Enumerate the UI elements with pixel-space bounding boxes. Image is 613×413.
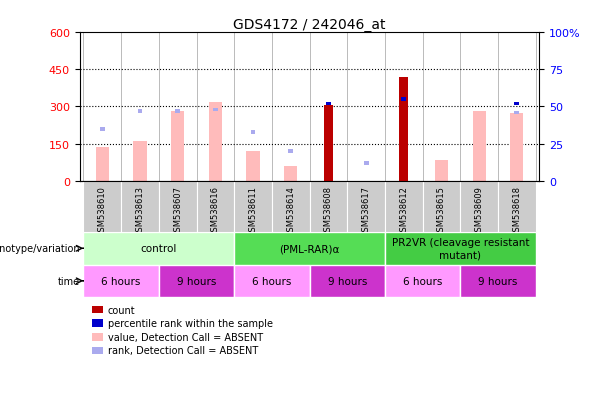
Bar [96,148,109,181]
Bar [83,233,234,265]
Text: control: control [140,244,177,254]
Bar [460,265,536,297]
Bar [159,265,234,297]
Bar [234,265,310,297]
Text: GSM538618: GSM538618 [512,185,521,236]
Bar [159,181,197,233]
Text: (PML-RAR)α: (PML-RAR)α [280,244,340,254]
Bar [213,109,218,112]
Bar [324,106,333,181]
Bar [251,131,256,134]
Bar [100,128,105,131]
Bar [284,166,297,181]
Bar [435,160,448,181]
Bar [234,181,272,233]
Bar [364,162,368,165]
Text: value, Detection Call = ABSENT: value, Detection Call = ABSENT [108,332,263,342]
Bar [209,102,222,181]
Text: PR2VR (cleavage resistant
mutant): PR2VR (cleavage resistant mutant) [392,238,529,259]
Text: GSM538613: GSM538613 [135,185,145,236]
Bar [121,181,159,233]
Title: GDS4172 / 242046_at: GDS4172 / 242046_at [234,18,386,32]
Text: GSM538607: GSM538607 [173,185,182,236]
Bar [385,265,460,297]
Bar [272,181,310,233]
Text: GSM538609: GSM538609 [474,185,484,236]
Bar [422,181,460,233]
Text: GSM538617: GSM538617 [362,185,371,236]
Bar [514,112,519,115]
Bar [83,181,121,233]
Text: GSM538614: GSM538614 [286,185,295,236]
Bar [310,181,347,233]
Bar [197,181,234,233]
Bar [399,78,408,181]
Text: GSM538612: GSM538612 [399,185,408,236]
Bar [83,265,159,297]
Bar [385,181,422,233]
Text: GSM538610: GSM538610 [98,185,107,236]
Text: percentile rank within the sample: percentile rank within the sample [108,318,273,328]
Text: 6 hours: 6 hours [252,276,292,286]
Text: rank, Detection Call = ABSENT: rank, Detection Call = ABSENT [108,346,258,356]
Bar [402,98,406,102]
Bar [234,233,385,265]
Text: GSM538616: GSM538616 [211,185,220,236]
Text: 9 hours: 9 hours [478,276,517,286]
Bar [326,102,331,106]
Text: 6 hours: 6 hours [102,276,141,286]
Bar [473,112,485,181]
Bar [134,142,147,181]
Text: GSM538611: GSM538611 [248,185,257,236]
Bar [460,181,498,233]
Bar [171,112,185,181]
Text: count: count [108,305,135,315]
Bar [175,110,180,114]
Bar [510,114,524,181]
Text: 6 hours: 6 hours [403,276,443,286]
Bar [246,152,260,181]
Bar [385,233,536,265]
Bar [288,150,293,154]
Text: time: time [58,276,80,286]
Text: 9 hours: 9 hours [177,276,216,286]
Bar [347,181,385,233]
Bar [137,110,142,114]
Bar [498,181,536,233]
Text: GSM538608: GSM538608 [324,185,333,236]
Text: genotype/variation: genotype/variation [0,244,80,254]
Bar [514,102,519,106]
Bar [310,265,385,297]
Text: 9 hours: 9 hours [327,276,367,286]
Text: GSM538615: GSM538615 [437,185,446,236]
